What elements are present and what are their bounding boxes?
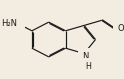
Text: O: O bbox=[117, 24, 124, 33]
Text: N: N bbox=[82, 52, 88, 61]
Text: H: H bbox=[85, 62, 91, 71]
Text: H₂N: H₂N bbox=[1, 19, 17, 28]
